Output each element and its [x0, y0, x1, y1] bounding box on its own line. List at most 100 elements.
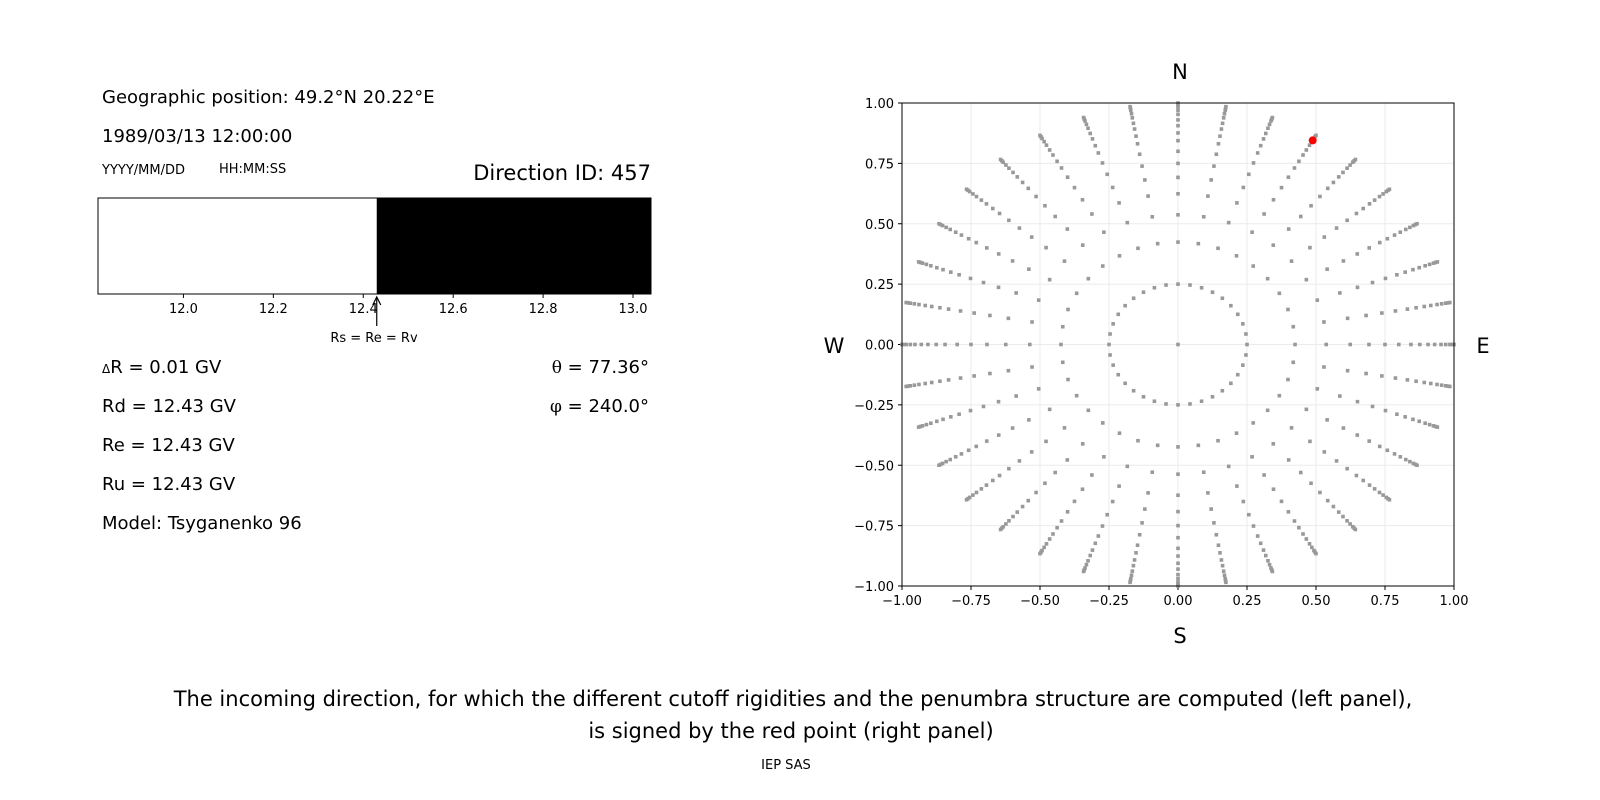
direction-point [1443, 384, 1448, 388]
direction-point [938, 305, 942, 310]
direction-point [1102, 455, 1106, 459]
direction-point [1220, 296, 1225, 301]
direction-point [1341, 514, 1345, 519]
direction-point [1308, 439, 1312, 444]
direction-point [1355, 252, 1360, 256]
direction-point [1140, 164, 1144, 168]
direction-point [1047, 407, 1052, 412]
direction-point [1199, 399, 1204, 404]
direction-point [1353, 157, 1358, 162]
direction-point [1251, 264, 1256, 268]
direction-point [1218, 551, 1222, 555]
direction-point [1255, 534, 1260, 538]
direction-point [1269, 119, 1273, 123]
model-name: Model: Tsyganenko 96 [102, 513, 302, 534]
direction-point [1367, 483, 1372, 487]
direction-point [1422, 380, 1427, 385]
direction-point [1110, 499, 1115, 504]
direction-point [908, 301, 913, 305]
direction-point [1096, 534, 1101, 538]
direction-point [1105, 512, 1110, 517]
direction-point [1265, 408, 1270, 413]
direction-point [1423, 421, 1427, 426]
direction-point [1422, 304, 1427, 309]
direction-point [1130, 569, 1135, 573]
direction-point [1439, 342, 1443, 347]
direction-point [1241, 363, 1245, 367]
direction-point [920, 424, 925, 428]
direction-point [1134, 134, 1138, 138]
compass-east: E [1476, 334, 1489, 358]
direction-point [1380, 311, 1384, 315]
direction-point [1010, 259, 1015, 263]
direction-point [1210, 394, 1215, 399]
direction-point [1428, 381, 1433, 386]
direction-point [1411, 417, 1415, 422]
x-tick-label: 0.50 [1302, 594, 1331, 609]
direction-point [1030, 320, 1034, 324]
direction-point [1361, 478, 1366, 483]
direction-point [1315, 298, 1320, 302]
direction-point [1448, 300, 1452, 305]
direction-point [1355, 433, 1360, 437]
direction-point [1270, 569, 1275, 574]
direction-point [1372, 198, 1377, 202]
direction-point [1065, 175, 1070, 179]
direction-point [1241, 322, 1245, 326]
direction-point [1355, 399, 1360, 404]
direction-point [1034, 194, 1038, 199]
direction-point [948, 457, 953, 462]
direction-point [1271, 487, 1276, 492]
direction-point [1210, 290, 1215, 295]
direction-point [1355, 285, 1360, 290]
direction-point [1047, 537, 1052, 541]
direction-point [946, 307, 951, 311]
y-tick-label: −0.75 [854, 520, 894, 535]
direction-point [1383, 342, 1387, 347]
direction-point [957, 272, 961, 277]
direction-point [1176, 138, 1180, 143]
direction-point [917, 382, 921, 387]
direction-point [1044, 542, 1049, 546]
direction-point [926, 342, 930, 347]
direction-point [1136, 438, 1140, 443]
direction-point [1392, 233, 1397, 237]
direction-point [1393, 309, 1398, 313]
direction-point [1053, 214, 1058, 219]
direction-point [1110, 185, 1115, 190]
direction-point [1414, 305, 1418, 310]
direction-point [1051, 532, 1055, 536]
direction-point [1176, 445, 1180, 449]
direction-point [1286, 510, 1291, 514]
direction-point [1176, 149, 1180, 154]
direction-point [1219, 127, 1224, 131]
direction-point [1291, 324, 1296, 329]
direction-point [1279, 185, 1284, 190]
direction-point [1381, 192, 1385, 196]
direction-point [923, 381, 928, 386]
direction-point [1439, 383, 1444, 387]
direction-point [1176, 523, 1180, 528]
direction-point [1367, 439, 1372, 443]
direction-point [971, 192, 975, 196]
direction-point [1176, 561, 1180, 566]
direction-point [1443, 342, 1448, 347]
direction-point [1341, 170, 1345, 175]
direction-point [1304, 407, 1309, 412]
direction-point [1131, 563, 1136, 568]
direction-point [1201, 214, 1206, 219]
direction-point [953, 230, 958, 235]
direction-point [1245, 342, 1249, 347]
direction-point [1199, 285, 1204, 290]
direction-point [996, 252, 1001, 256]
direction-point [943, 342, 947, 347]
direction-point [1209, 178, 1213, 182]
direction-point [1267, 122, 1272, 127]
direction-point [1377, 194, 1382, 199]
direction-point [1004, 163, 1008, 167]
direction-point [906, 301, 910, 305]
direction-point [1393, 376, 1398, 380]
direction-point [1221, 569, 1226, 573]
x-tick-label: −0.25 [1089, 594, 1129, 609]
direction-point [1353, 527, 1358, 532]
